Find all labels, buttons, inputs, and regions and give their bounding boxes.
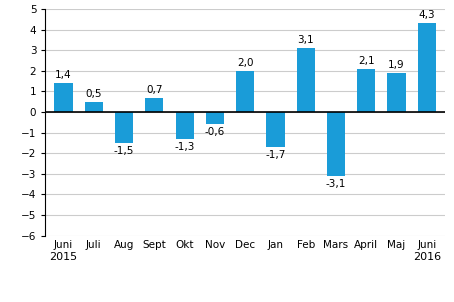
Bar: [206, 112, 224, 124]
Text: 0,5: 0,5: [85, 88, 102, 99]
Text: -1,5: -1,5: [114, 146, 134, 156]
Bar: [145, 98, 163, 112]
Bar: [418, 24, 436, 112]
Bar: [266, 112, 285, 147]
Bar: [387, 73, 405, 112]
Text: -0,6: -0,6: [205, 127, 225, 137]
Text: -1,7: -1,7: [265, 150, 286, 160]
Text: 1,4: 1,4: [55, 70, 72, 80]
Text: 2015: 2015: [49, 252, 78, 262]
Text: -3,1: -3,1: [326, 179, 346, 189]
Bar: [54, 83, 73, 112]
Bar: [357, 69, 375, 112]
Bar: [176, 112, 194, 139]
Text: 2016: 2016: [413, 252, 441, 262]
Bar: [236, 71, 254, 112]
Text: 1,9: 1,9: [388, 60, 405, 70]
Text: 3,1: 3,1: [297, 35, 314, 45]
Bar: [85, 102, 103, 112]
Bar: [115, 112, 133, 143]
Text: -1,3: -1,3: [174, 142, 195, 152]
Text: 2,0: 2,0: [237, 58, 253, 68]
Text: 0,7: 0,7: [146, 85, 163, 95]
Text: 4,3: 4,3: [419, 10, 435, 21]
Bar: [327, 112, 345, 176]
Bar: [296, 48, 315, 112]
Text: 2,1: 2,1: [358, 56, 375, 66]
